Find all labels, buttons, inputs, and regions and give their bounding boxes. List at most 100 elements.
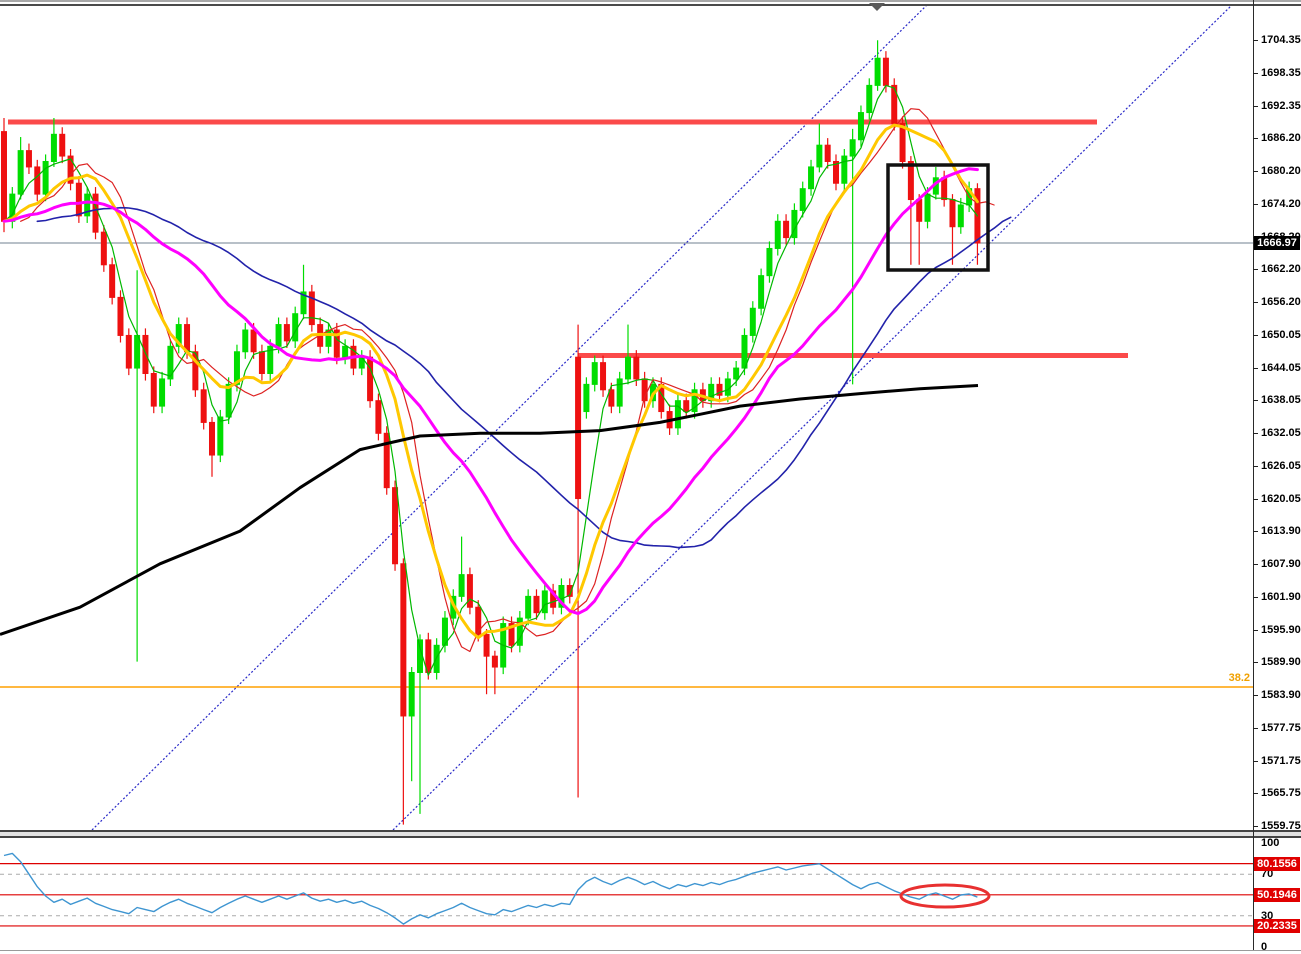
ma-blue: [36, 206, 1012, 549]
price-axis-tick: [1253, 171, 1258, 172]
candle-body: [691, 389, 698, 413]
price-axis-label: 1620.05: [1261, 492, 1301, 505]
price-axis-border: [1253, 0, 1254, 950]
candle-body: [242, 329, 249, 353]
candle-body: [267, 345, 274, 374]
candle-body: [200, 389, 207, 423]
price-axis-label: 1692.35: [1261, 99, 1301, 112]
candle-body: [916, 199, 923, 222]
oscillator-axis-label: 0: [1261, 941, 1268, 953]
candle-body: [625, 356, 631, 380]
price-axis-tick: [1253, 334, 1258, 336]
candle-body: [924, 193, 931, 222]
trendline-1[interactable]: [91, 0, 933, 830]
price-axis-tick: [1253, 465, 1258, 467]
candle-body: [275, 324, 282, 347]
candle-body: [566, 585, 573, 597]
candle-body: [616, 378, 623, 407]
scroll-position-marker[interactable]: [869, 3, 885, 11]
highlight-ellipse[interactable]: [899, 883, 991, 909]
price-axis-label: 1583.90: [1261, 689, 1301, 701]
candle-body: [674, 400, 681, 429]
price-axis-tick: [1253, 531, 1258, 533]
oscillator-plot: [0, 852, 1253, 927]
price-axis-tick: [1253, 302, 1258, 303]
candle-body: [508, 623, 515, 646]
price-axis-tick: [1253, 564, 1258, 565]
candle-body: [816, 144, 823, 168]
candle-body: [209, 421, 215, 456]
price-axis-label: 1607.90: [1261, 558, 1301, 570]
price-axis-tick: [1253, 400, 1258, 402]
price-axis-label: 1589.90: [1261, 656, 1301, 669]
price-axis-tick: [1253, 826, 1258, 827]
candle-body: [741, 334, 748, 369]
price-axis-tick: [1253, 695, 1258, 696]
candle-body: [808, 166, 815, 190]
candle-body: [92, 193, 99, 233]
highlight-rectangle[interactable]: [886, 163, 990, 272]
candle-body: [167, 345, 174, 380]
trendline-2[interactable]: [392, 3, 1234, 830]
ma-magenta: [2, 167, 979, 616]
candle-body: [441, 617, 448, 646]
price-axis-label: 1632.05: [1261, 427, 1301, 439]
panel-separator[interactable]: [0, 832, 1301, 836]
candle-body: [34, 166, 41, 195]
candle-body: [766, 247, 773, 277]
price-axis-label: 1613.90: [1261, 525, 1301, 538]
window-top-border-gap: [0, 2, 1301, 4]
candle-body: [949, 199, 956, 228]
candle-body: [325, 329, 332, 347]
candle-body: [783, 220, 790, 239]
window-top-border: [0, 0, 1301, 2]
candle-body: [758, 275, 765, 309]
candle-body: [100, 231, 107, 266]
candle-body: [184, 324, 191, 353]
candle-body: [857, 112, 864, 141]
candle-body: [192, 351, 199, 391]
candle-body: [417, 639, 423, 673]
oscillator-line: [3, 852, 978, 925]
oscillator-axis-label: 30: [1261, 909, 1274, 922]
candle-body: [891, 84, 898, 124]
price-axis-label: 1686.20: [1261, 132, 1301, 145]
price-axis-tick: [1253, 433, 1258, 434]
price-axis-label: 1662.20: [1261, 263, 1301, 276]
panel-separator-bottom[interactable]: [0, 836, 1301, 838]
candle-body: [491, 655, 498, 668]
ma-black: [0, 384, 979, 636]
candle-body: [941, 177, 948, 201]
candle-body: [683, 400, 690, 413]
candle-body: [874, 57, 881, 86]
candle-body: [824, 144, 831, 162]
price-axis-label: 1650.05: [1261, 328, 1301, 341]
price-axis-label: 1674.20: [1261, 197, 1301, 210]
price-axis-label: 1644.05: [1261, 361, 1301, 374]
candle-body: [841, 155, 848, 184]
price-axis-label: 1656.20: [1261, 296, 1301, 308]
panel-separator-top[interactable]: [0, 830, 1301, 832]
candle-body: [159, 378, 166, 407]
candle-body: [117, 296, 124, 336]
price-axis-label: 1559.75: [1261, 820, 1301, 832]
candle-body: [408, 671, 415, 717]
price-axis-label: 1595.90: [1261, 623, 1301, 636]
candle-body: [882, 57, 889, 86]
price-axis-tick: [1253, 793, 1258, 795]
candle-body: [283, 324, 290, 342]
candle-body: [233, 351, 240, 385]
main-chart-plot: [0, 0, 1253, 830]
price-axis-tick: [1253, 498, 1258, 500]
candle-body: [600, 362, 607, 391]
price-axis-tick: [1253, 203, 1258, 205]
candle-body: [308, 291, 315, 326]
fibonacci-level-label[interactable]: 38.2: [1228, 672, 1250, 684]
price-axis-label: 1680.20: [1261, 165, 1301, 177]
candlestick-series: [1, 40, 981, 825]
candle-body: [458, 574, 465, 597]
candle-body: [799, 188, 806, 211]
price-axis-label: 1565.75: [1261, 787, 1301, 800]
candle-body: [42, 160, 49, 195]
ma-green: [3, 84, 979, 676]
